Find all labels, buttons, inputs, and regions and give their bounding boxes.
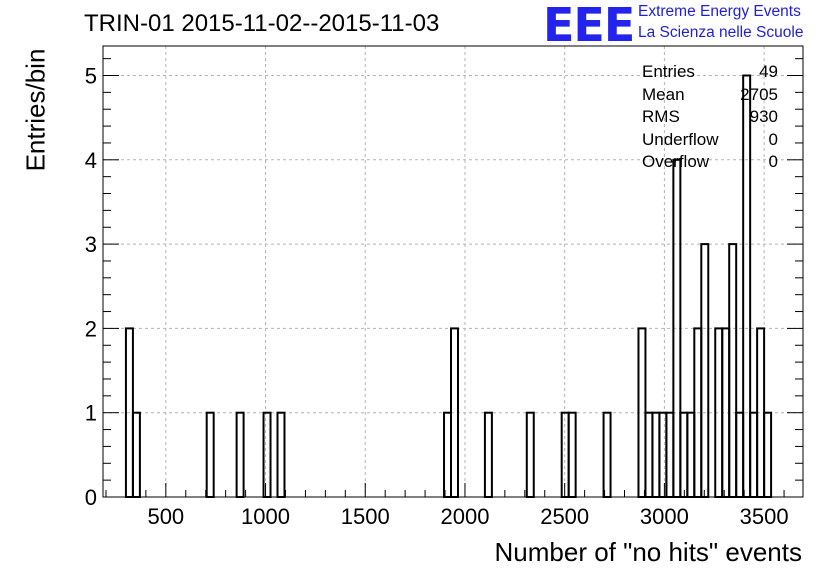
- stats-label: Entries: [642, 62, 695, 81]
- x-tick-label: 500: [147, 504, 184, 529]
- histogram-bin: [483, 411, 493, 498]
- x-axis-label: Number of "no hits" events: [494, 537, 803, 567]
- stats-row-entries: Entries 49: [642, 61, 778, 84]
- y-axis-label: Entries/bin: [20, 48, 51, 172]
- y-tick-label: 5: [85, 64, 97, 89]
- stats-label: Mean: [642, 84, 685, 104]
- histogram-bin: [665, 411, 675, 498]
- histogram-bin: [443, 411, 453, 498]
- y-tick-label: 0: [85, 485, 97, 510]
- stats-label: Overflow: [642, 152, 710, 171]
- y-tick-label: 4: [85, 148, 97, 173]
- x-tick-label: 2500: [540, 504, 589, 529]
- axis-ticks: [103, 58, 803, 498]
- histogram-bin: [276, 411, 286, 498]
- histogram-bin: [525, 411, 535, 498]
- stats-value: 0: [768, 129, 778, 149]
- histogram-bin: [131, 411, 141, 498]
- stats-value: 930: [749, 107, 778, 126]
- histogram-bin: [644, 411, 654, 498]
- stats-box: Entries 49 Mean 2705 RMS 930 Underflow 0…: [642, 61, 778, 174]
- histogram-bin: [567, 411, 577, 498]
- y-tick-label: 3: [85, 232, 97, 257]
- stats-label: Underflow: [642, 129, 719, 149]
- eee-logo: EEE: [543, 0, 635, 52]
- stats-row-overflow: Overflow 0: [642, 151, 778, 174]
- logo-line-2: La Scienza nelle Scuole: [638, 24, 804, 41]
- histogram-bin: [728, 243, 738, 498]
- stats-value: 0: [768, 152, 778, 171]
- histogram-bin: [749, 411, 759, 498]
- histogram-bin: [602, 411, 612, 498]
- histogram-bin: [262, 411, 272, 498]
- histogram-bin: [735, 411, 745, 498]
- x-tick-label: 1500: [341, 504, 390, 529]
- histogram-bin: [651, 411, 661, 498]
- plot-frame: [102, 45, 804, 498]
- stats-value: 2705: [740, 84, 778, 104]
- histogram-bin: [700, 243, 710, 498]
- histogram-bin: [205, 411, 215, 498]
- histogram-bin: [686, 411, 696, 498]
- y-tick-label: 1: [85, 401, 97, 426]
- x-tick-label: 1000: [241, 504, 290, 529]
- stats-row-rms: RMS 930: [642, 106, 778, 129]
- x-tick-label: 3500: [740, 504, 789, 529]
- chart-title: TRIN-01 2015-11-02--2015-11-03: [84, 10, 440, 37]
- stats-row-mean: Mean 2705: [642, 84, 778, 107]
- x-tick-label: 2000: [440, 504, 489, 529]
- histogram-bin: [235, 411, 245, 498]
- stats-label: RMS: [642, 107, 680, 126]
- tick-labels: 500 1000 1500 2000 2500 3000 3500 0 1 2 3 4 5: [85, 64, 789, 529]
- histogram-bin: [763, 411, 773, 498]
- x-tick-label: 3000: [640, 504, 689, 529]
- stats-row-underflow: Underflow 0: [642, 129, 778, 152]
- y-tick-label: 2: [85, 316, 97, 341]
- logo-line-1: Extreme Energy Events: [638, 3, 801, 20]
- histogram-bin: [658, 411, 668, 498]
- stats-value: 49: [759, 62, 778, 81]
- histogram-bin: [679, 411, 689, 498]
